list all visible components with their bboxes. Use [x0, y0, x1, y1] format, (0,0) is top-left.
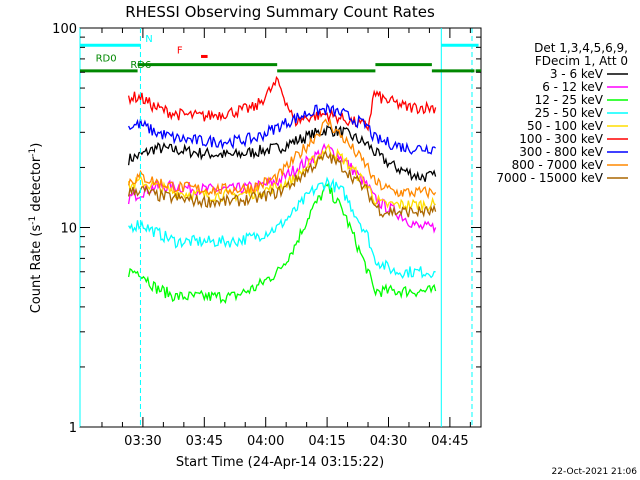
legend-label: 7000 - 15000 keV [496, 171, 603, 185]
legend-label: 3 - 6 keV [550, 67, 604, 81]
y-tick-label: 100 [52, 22, 77, 37]
y-axis-label: Count Rate (s-1 detector-1) [28, 143, 44, 314]
chart-title: RHESSI Observing Summary Count Rates [125, 3, 435, 21]
x-tick-label: 04:30 [370, 434, 407, 449]
y-axis-label-end: ) [29, 143, 44, 148]
footer-timestamp: 22-Oct-2021 21:06 [552, 467, 638, 477]
legend-label: 100 - 300 keV [519, 132, 603, 146]
series-line [127, 125, 437, 182]
x-tick-label: 04:45 [431, 434, 468, 449]
y-axis-label-exp2: -1 [28, 148, 38, 157]
legend-label: 25 - 50 keV [535, 106, 604, 120]
status-bars: N F RD0 RD6 [79, 28, 481, 427]
x-tick-label: 04:15 [308, 434, 345, 449]
series-line [127, 75, 437, 132]
legend-label: 300 - 800 keV [519, 145, 603, 159]
legend-header-line-1: Det 1,3,4,5,6,9, [534, 41, 628, 55]
status-bar-label: F [177, 45, 183, 56]
legend-label: 800 - 7000 keV [512, 158, 604, 172]
status-bar-label: N [145, 34, 152, 45]
axis-ticks: 1 10 100 03:30 03:45 04:00 04:15 04:30 04:45 [52, 22, 481, 449]
legend-header-line-2: FDecim 1, Att 0 [535, 54, 628, 68]
series-line [128, 102, 436, 155]
legend-label: 6 - 12 keV [542, 80, 604, 94]
status-bar-label: RD6 [130, 60, 151, 71]
legend-label: 50 - 100 keV [527, 119, 604, 133]
y-axis-label-mid: detector [29, 156, 44, 216]
y-tick-label: 1 [69, 421, 77, 436]
x-tick-label: 03:45 [186, 434, 223, 449]
series-line [128, 176, 436, 280]
series-line [127, 143, 437, 212]
y-axis-label-exp1: -1 [28, 216, 38, 225]
y-axis-label-main: Count Rate (s [29, 225, 44, 314]
x-tick-label: 03:30 [124, 434, 161, 449]
series-line [127, 118, 437, 200]
status-bar-label: RD0 [96, 54, 117, 65]
series-line [127, 150, 437, 219]
legend-label: 12 - 25 keV [535, 93, 604, 107]
legend: Det 1,3,4,5,6,9, FDecim 1, Att 0 3 - 6 k… [496, 41, 628, 185]
x-axis-label: Start Time (24-Apr-14 03:15:22) [176, 455, 384, 470]
y-tick-label: 10 [60, 222, 77, 237]
series-lines [127, 75, 437, 304]
x-tick-label: 04:00 [247, 434, 284, 449]
series-line [127, 181, 437, 304]
